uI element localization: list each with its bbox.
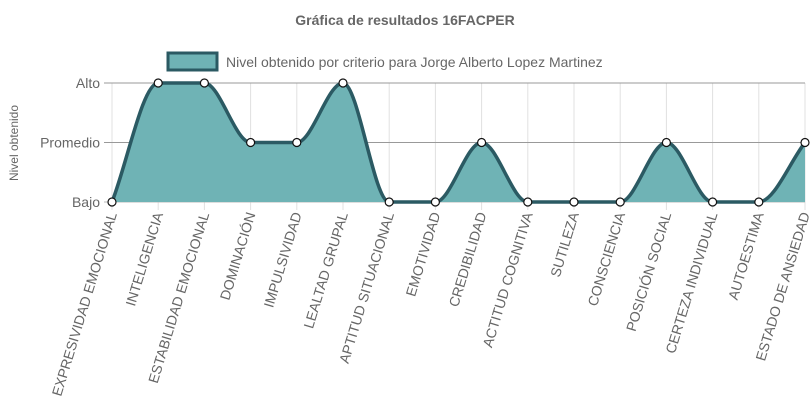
x-tick-label: CONSCIENCIA — [584, 210, 628, 308]
x-tick-label: EMOTIVIDAD — [402, 210, 443, 298]
x-tick-label: IMPULSIVIDAD — [260, 210, 304, 309]
y-tick-label: Bajo — [72, 194, 100, 210]
series-area — [112, 83, 805, 202]
x-tick-label: CREDIBILIDAD — [446, 210, 490, 308]
x-tick-label: POSICIÓN SOCIAL — [623, 210, 675, 333]
points-layer — [107, 78, 810, 207]
series-line — [110, 81, 807, 204]
data-point[interactable] — [477, 137, 487, 148]
x-tick-label: CERTEZA INDIVIDUAL — [662, 210, 720, 355]
series-layer — [110, 81, 807, 204]
data-point[interactable] — [384, 197, 394, 207]
data-point[interactable] — [338, 78, 348, 88]
data-point[interactable] — [661, 137, 672, 148]
data-point[interactable] — [153, 78, 163, 88]
x-tick-label: ACTITUD COGNITIVA — [479, 210, 536, 350]
y-tick-label: Alto — [76, 75, 100, 91]
x-tick-label: INTELIGENCIA — [122, 210, 166, 308]
data-point[interactable] — [430, 197, 440, 207]
data-point[interactable] — [523, 197, 533, 207]
data-point[interactable] — [199, 78, 209, 88]
legend[interactable]: Nivel obtenido por criterio para Jorge A… — [166, 51, 603, 72]
y-ticks: Bajo Promedio Alto — [40, 75, 100, 210]
x-ticks: EXPRESIVIDAD EMOCIONAL INTELIGENCIAESTABI… — [49, 210, 810, 398]
data-point[interactable] — [107, 197, 117, 207]
x-tick-label: LEALTAD GRUPAL — [300, 210, 351, 330]
data-point[interactable] — [707, 197, 718, 207]
chart-title: Gráfica de resultados 16FACPER — [295, 12, 514, 28]
x-tick-label: AUTOESTIMA — [725, 210, 767, 302]
x-tick-label: SUTILEZA — [547, 210, 582, 279]
data-point[interactable] — [800, 137, 810, 148]
legend-label: Nivel obtenido por criterio para Jorge A… — [226, 54, 603, 70]
x-tick-label: DOMINACIÓN — [217, 210, 259, 302]
data-point[interactable] — [754, 197, 764, 207]
data-point[interactable] — [615, 197, 625, 207]
data-point[interactable] — [292, 137, 302, 148]
y-tick-label: Promedio — [40, 135, 100, 151]
y-axis-title: Nivel obtenido — [7, 105, 21, 181]
data-point[interactable] — [569, 197, 579, 207]
data-point[interactable] — [246, 137, 256, 148]
legend-swatch — [166, 51, 219, 72]
x-tick-label: EXPRESIVIDAD EMOCIONAL — [49, 210, 120, 398]
